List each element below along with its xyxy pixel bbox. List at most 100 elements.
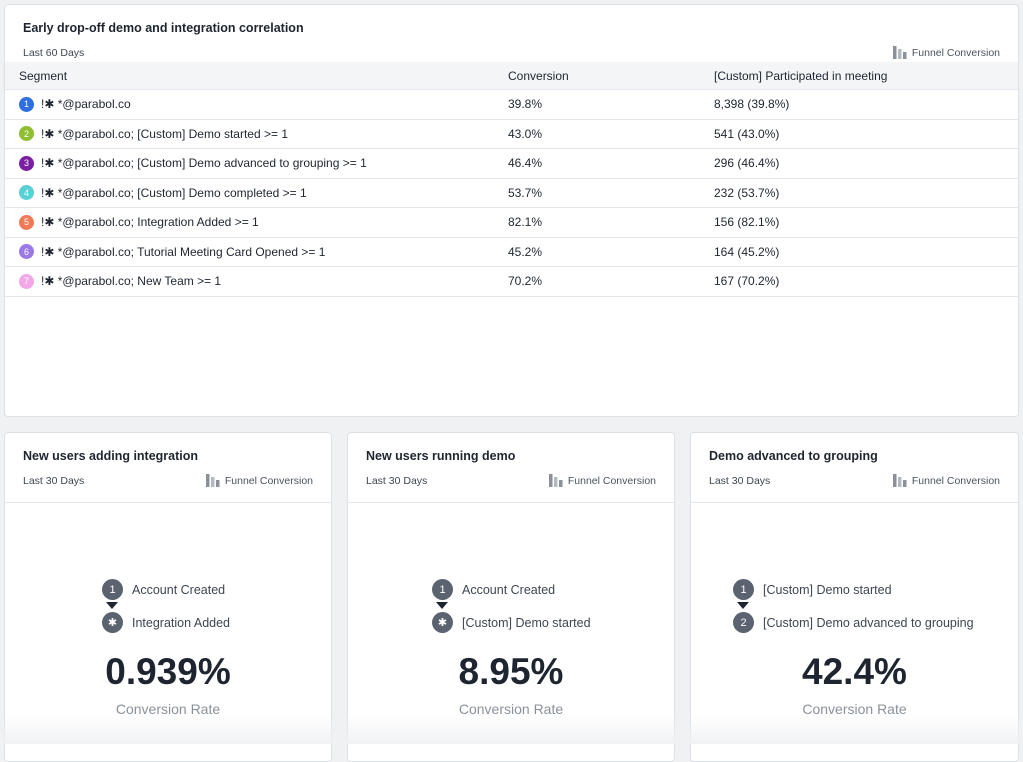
header-divider [5, 502, 331, 503]
table-row[interactable]: 3 !✱ *@parabol.co; [Custom] Demo advanced… [5, 149, 1018, 179]
funnel-step-1[interactable]: 1 Account Created [102, 579, 230, 600]
funnel-steps: 1 Account Created ✱[Custom] Demo started [432, 579, 591, 633]
chart-type-label: Funnel Conversion [893, 474, 1000, 487]
chart-type-text: Funnel Conversion [568, 475, 656, 487]
chart-type-text: Funnel Conversion [912, 47, 1000, 59]
card-title[interactable]: Demo advanced to grouping [709, 449, 878, 463]
step-label: [Custom] Demo started [462, 616, 591, 630]
column-header-conversion[interactable]: Conversion [508, 69, 714, 83]
funnel-step-1[interactable]: 1 [Custom] Demo started [733, 579, 974, 600]
conversion-rate-value: 0.939% [5, 651, 331, 693]
step-label: Integration Added [132, 616, 230, 630]
funnel-chart-icon [893, 46, 907, 59]
segment-number-badge: 2 [19, 126, 34, 141]
step-number-badge: 2 [733, 612, 754, 633]
conversion-rate-label: Conversion Rate [691, 701, 1018, 717]
conversion-cell: 39.8% [508, 97, 714, 111]
step-number-badge: ✱ [102, 612, 123, 633]
funnel-chart-icon [549, 474, 563, 487]
segment-number-badge: 4 [19, 185, 34, 200]
header-divider [348, 502, 674, 503]
arrow-down-icon [737, 602, 749, 609]
step-label: [Custom] Demo advanced to grouping [763, 616, 974, 630]
funnel-step-2[interactable]: ✱[Custom] Demo started [432, 612, 591, 633]
segment-name[interactable]: !✱ *@parabol.co; [Custom] Demo completed… [41, 186, 307, 200]
conversion-rate-label: Conversion Rate [348, 701, 674, 717]
step-number-badge: 1 [102, 579, 123, 600]
conversion-rate-value: 8.95% [348, 651, 674, 693]
funnel-step-2[interactable]: ✱ Integration Added [102, 612, 230, 633]
funnel-card-integration: New users adding integration Last 30 Days… [4, 432, 332, 762]
chart-type-label: Funnel Conversion [549, 474, 656, 487]
step-label: Account Created [462, 583, 555, 597]
table-row[interactable]: 2 !✱ *@parabol.co; [Custom] Demo started … [5, 120, 1018, 150]
column-header-participated[interactable]: [Custom] Participated in meeting [714, 69, 1018, 83]
funnel-chart-icon [206, 474, 220, 487]
date-range: Last 30 Days [366, 475, 427, 487]
conversion-rate-value: 42.4% [691, 651, 1018, 693]
segment-name[interactable]: !✱ *@parabol.co; New Team >= 1 [41, 274, 221, 288]
arrow-down-icon [106, 602, 118, 609]
segment-name[interactable]: !✱ *@parabol.co; [Custom] Demo started >… [41, 127, 288, 141]
column-header-segment[interactable]: Segment [5, 69, 508, 83]
step-number-badge: 1 [432, 579, 453, 600]
segment-name[interactable]: !✱ *@parabol.co; Tutorial Meeting Card O… [41, 245, 325, 259]
conversion-cell: 43.0% [508, 127, 714, 141]
segment-cell: 5 !✱ *@parabol.co; Integration Added >= 1 [5, 215, 508, 230]
date-range: Last 30 Days [709, 475, 770, 487]
table-row[interactable]: 7 !✱ *@parabol.co; New Team >= 1 70.2%167 … [5, 267, 1018, 297]
header-divider [691, 502, 1018, 503]
segment-number-badge: 5 [19, 215, 34, 230]
table-row[interactable]: 4 !✱ *@parabol.co; [Custom] Demo complete… [5, 179, 1018, 209]
segment-number-badge: 1 [19, 97, 34, 112]
segment-name[interactable]: !✱ *@parabol.co [41, 97, 131, 111]
funnel-step-2[interactable]: 2 [Custom] Demo advanced to grouping [733, 612, 974, 633]
table-header: Segment Conversion [Custom] Participated… [5, 62, 1018, 90]
segment-number-badge: 7 [19, 274, 34, 289]
participated-cell: 8,398 (39.8%) [714, 97, 1018, 111]
card-title[interactable]: New users adding integration [23, 449, 198, 463]
participated-cell: 164 (45.2%) [714, 245, 1018, 259]
participated-cell: 541 (43.0%) [714, 127, 1018, 141]
conversion-cell: 53.7% [508, 186, 714, 200]
segment-table-card: Early drop-off demo and integration corr… [4, 4, 1019, 417]
table-row[interactable]: 5 !✱ *@parabol.co; Integration Added >= 1… [5, 208, 1018, 238]
card-title[interactable]: Early drop-off demo and integration corr… [23, 21, 304, 35]
chart-type-text: Funnel Conversion [225, 475, 313, 487]
conversion-rate-label: Conversion Rate [5, 701, 331, 717]
conversion-cell: 82.1% [508, 215, 714, 229]
table-row[interactable]: 1 !✱ *@parabol.co 39.8%8,398 (39.8%) [5, 90, 1018, 120]
segment-cell: 4 !✱ *@parabol.co; [Custom] Demo complete… [5, 185, 508, 200]
segment-table: Segment Conversion [Custom] Participated… [5, 62, 1018, 297]
segment-number-badge: 3 [19, 156, 34, 171]
chart-type-label: Funnel Conversion [893, 46, 1000, 59]
segment-name[interactable]: !✱ *@parabol.co; [Custom] Demo advanced … [41, 156, 367, 170]
funnel-steps: 1 [Custom] Demo started 2 [Custom] Demo adv… [733, 579, 974, 633]
card-title[interactable]: New users running demo [366, 449, 515, 463]
funnel-chart-icon [893, 474, 907, 487]
segment-cell: 2 !✱ *@parabol.co; [Custom] Demo started … [5, 126, 508, 141]
funnel-card-demo: New users running demo Last 30 Days Funnel… [347, 432, 675, 762]
participated-cell: 156 (82.1%) [714, 215, 1018, 229]
chart-type-label: Funnel Conversion [206, 474, 313, 487]
funnel-step-1[interactable]: 1 Account Created [432, 579, 591, 600]
funnel-card-grouping: Demo advanced to grouping Last 30 Days Fun… [690, 432, 1019, 762]
table-row[interactable]: 6!✱ *@parabol.co; Tutorial Meeting Card … [5, 238, 1018, 268]
participated-cell: 296 (46.4%) [714, 156, 1018, 170]
participated-cell: 167 (70.2%) [714, 274, 1018, 288]
arrow-down-icon [436, 602, 448, 609]
segment-name[interactable]: !✱ *@parabol.co; Integration Added >= 1 [41, 215, 259, 229]
step-label: Account Created [132, 583, 225, 597]
date-range: Last 30 Days [23, 475, 84, 487]
step-number-badge: 1 [733, 579, 754, 600]
participated-cell: 232 (53.7%) [714, 186, 1018, 200]
date-range: Last 60 Days [23, 47, 84, 59]
segment-cell: 7 !✱ *@parabol.co; New Team >= 1 [5, 274, 508, 289]
segment-cell: 3 !✱ *@parabol.co; [Custom] Demo advanced… [5, 156, 508, 171]
step-label: [Custom] Demo started [763, 583, 892, 597]
conversion-cell: 45.2% [508, 245, 714, 259]
conversion-cell: 46.4% [508, 156, 714, 170]
conversion-cell: 70.2% [508, 274, 714, 288]
segment-cell: 6!✱ *@parabol.co; Tutorial Meeting Card … [5, 244, 508, 259]
segment-cell: 1 !✱ *@parabol.co [5, 97, 508, 112]
